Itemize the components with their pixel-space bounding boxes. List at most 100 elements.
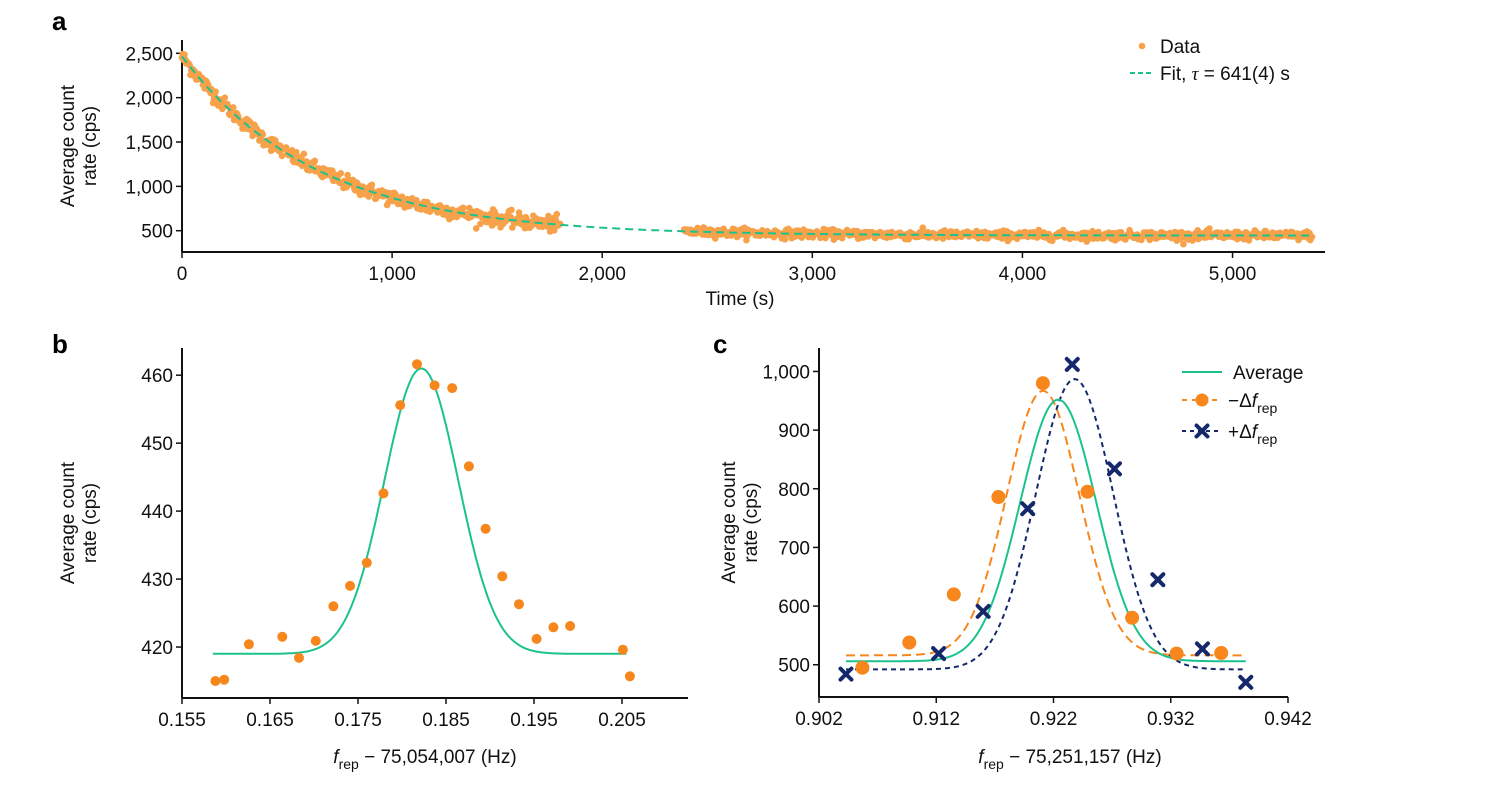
- data-point: [395, 400, 406, 411]
- data-point: [337, 170, 345, 177]
- y-tick-label: 1,000: [762, 362, 810, 383]
- data-point: [259, 131, 267, 138]
- data-point: [701, 224, 708, 232]
- data-point: [447, 383, 458, 394]
- y-tick-label: 500: [141, 222, 173, 243]
- data-point: [531, 633, 542, 644]
- data-point: [838, 234, 846, 242]
- data-point: [556, 220, 564, 228]
- x-tick-label: 4,000: [999, 264, 1047, 285]
- data-point: [919, 224, 927, 231]
- data-point: [1150, 572, 1166, 588]
- x-axis-title-sub: rep: [339, 756, 359, 772]
- legend-plus-marker: [1194, 423, 1210, 439]
- y-axis-title-line1: Average count: [58, 461, 79, 584]
- data-point: [429, 380, 440, 391]
- cross-stroke: [931, 646, 947, 662]
- data-point: [226, 111, 234, 119]
- data-point: [1206, 225, 1213, 232]
- data-point: [243, 639, 254, 650]
- panel-letter-a: a: [52, 6, 67, 36]
- data-point: [1180, 240, 1187, 248]
- y-tick-label: 440: [141, 502, 173, 523]
- data-point: [1238, 674, 1254, 690]
- legend-average-label: Average: [1233, 363, 1303, 384]
- x-tick-label: 3,000: [789, 264, 837, 285]
- y-axis-title: Average count rate (cps): [58, 84, 101, 207]
- legend-fit-suffix: = 641(4) s: [1198, 64, 1289, 85]
- data-point: [311, 157, 319, 165]
- legend-minus-marker: [1195, 393, 1209, 407]
- cross-stroke: [975, 603, 991, 619]
- y-tick-label: 2,500: [125, 44, 173, 65]
- plus-delta-points: [838, 356, 1254, 690]
- cross-stroke: [1238, 674, 1254, 690]
- x-tick-label: 0.175: [334, 710, 382, 731]
- cross-stroke: [1106, 461, 1122, 477]
- legend-plus-label: +Δfrep: [1228, 422, 1278, 447]
- average-fit-line: [846, 398, 1246, 663]
- y-tick-label: 600: [778, 597, 810, 618]
- data-point: [278, 152, 286, 160]
- data-point: [294, 652, 304, 663]
- y-axis-title: Average count rate (cps): [58, 461, 101, 584]
- data-point: [838, 666, 854, 682]
- x-axis-title-rest: − 75,054,007 (Hz): [359, 747, 517, 768]
- data-point: [480, 523, 491, 534]
- panel-b-chart: 0.155 0.165 0.175 0.185 0.195 0.205 420 430 440 4…: [58, 348, 688, 772]
- data-point: [310, 635, 321, 646]
- data-point: [497, 571, 508, 582]
- x-tick-label: 0.942: [1264, 709, 1312, 730]
- data-point: [293, 149, 300, 156]
- x-tick-label: 1,000: [368, 264, 416, 285]
- data-point: [624, 671, 635, 682]
- y-tick-label: 700: [778, 538, 810, 559]
- data-point: [477, 220, 484, 228]
- data-point: [1080, 484, 1095, 499]
- y-tick-label: 420: [141, 638, 173, 659]
- legend-data-marker: [1138, 42, 1146, 50]
- data-point: [551, 227, 558, 234]
- data-point: [219, 674, 230, 685]
- y-tick-label: 1,500: [125, 133, 173, 154]
- data-point: [361, 557, 372, 568]
- legend-minus-sub: rep: [1257, 400, 1277, 416]
- data-point: [300, 150, 308, 158]
- legend-data-label: Data: [1160, 37, 1201, 58]
- data-point: [1308, 233, 1316, 241]
- data-point: [514, 599, 524, 610]
- legend-fit-prefix: Fit,: [1160, 64, 1192, 85]
- x-axis-title-rest: − 75,251,157 (Hz): [1004, 747, 1162, 768]
- data-point: [1169, 646, 1184, 661]
- data-point: [277, 631, 288, 642]
- panel-letter-b: b: [52, 329, 68, 359]
- data-point: [991, 490, 1006, 504]
- y-axis-title-line1: Average count: [58, 84, 79, 207]
- data-points-series: [178, 50, 1316, 248]
- data-point: [221, 94, 229, 101]
- x-tick-label: 5,000: [1209, 264, 1257, 285]
- legend-fit-label: Fit, τ = 641(4) s: [1160, 64, 1290, 85]
- x-tick-label: 0.185: [422, 710, 470, 731]
- legend: Data Fit, τ = 641(4) s: [1130, 37, 1290, 85]
- y-tick-label: 800: [778, 480, 810, 501]
- y-axis-title-line1: Average count: [719, 461, 740, 584]
- fit-line: [181, 55, 1313, 237]
- data-point: [548, 622, 559, 633]
- data-point: [412, 359, 422, 370]
- y-axis-title-line2: rate (cps): [80, 106, 101, 186]
- x-tick-label: 0.912: [912, 709, 960, 730]
- data-point: [508, 206, 515, 214]
- legend-plus-prefix: +Δ: [1228, 422, 1252, 443]
- x-tick-label: 2,000: [578, 264, 626, 285]
- x-axis-title: Time (s): [706, 289, 775, 310]
- y-tick-label: 2,000: [125, 89, 173, 110]
- data-point: [460, 204, 467, 212]
- data-point: [509, 224, 516, 231]
- data-point: [212, 88, 219, 95]
- cross-stroke: [1194, 423, 1210, 439]
- data-point: [210, 676, 221, 686]
- x-axis-title-f: f: [978, 747, 985, 768]
- x-tick-label: 0: [177, 264, 188, 285]
- x-axis-title: frep − 75,251,157 (Hz): [978, 747, 1161, 772]
